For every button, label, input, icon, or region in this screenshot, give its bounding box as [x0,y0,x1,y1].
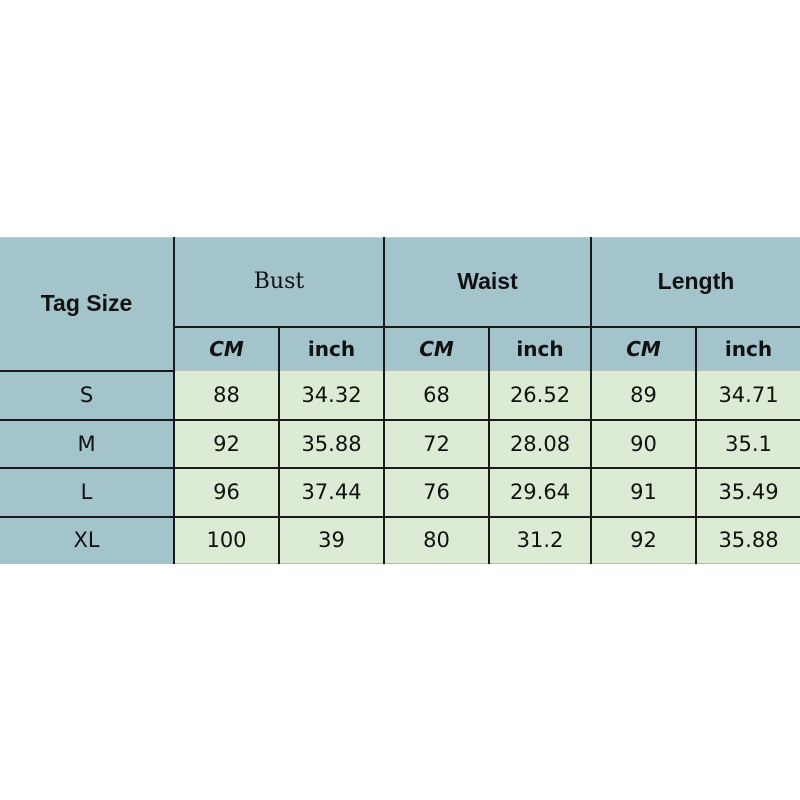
unit-header: inch [278,325,385,371]
unit-header: CM [590,325,697,371]
measurement-cell: 35.88 [278,418,385,469]
waist-header: Waist [383,237,592,328]
measurement-cell: 39 [278,515,385,564]
table-row: M 92 35.88 72 28.08 90 35.1 [0,418,800,469]
measurement-cell: 34.71 [695,370,800,421]
measurement-cell: 92 [590,515,697,564]
measurement-cell: 29.64 [488,466,592,518]
header-row: Tag Size Bust Waist Length [0,237,800,372]
measurement-cell: 35.49 [695,466,800,518]
measurement-cell: 76 [383,466,490,518]
size-chart-table: Tag Size Bust Waist Length CM inch CM in… [0,237,800,564]
measurement-cell: 92 [173,418,280,469]
measurement-cell: 68 [383,370,490,421]
measurement-cell: 72 [383,418,490,469]
measurement-cell: 91 [590,466,697,518]
tag-size-header: Tag Size [0,237,175,372]
size-cell: L [0,466,175,518]
table-row: S 88 34.32 68 26.52 89 34.71 [0,370,800,421]
size-cell: M [0,418,175,469]
measurement-cell: 35.1 [695,418,800,469]
measurement-cell: 80 [383,515,490,564]
measurement-cell: 89 [590,370,697,421]
table-row: L 96 37.44 76 29.64 91 35.49 [0,466,800,518]
size-cell: S [0,370,175,421]
unit-header: inch [488,325,592,371]
measurement-cell: 34.32 [278,370,385,421]
size-cell: XL [0,515,175,564]
measurement-cell: 28.08 [488,418,592,469]
measurement-cell: 100 [173,515,280,564]
unit-header: CM [383,325,490,371]
unit-header: CM [174,325,280,371]
measurement-cell: 37.44 [278,466,385,518]
unit-row: CM inch CM inch CM inch [0,325,800,371]
measurement-cell: 96 [173,466,280,518]
unit-header: inch [695,325,800,371]
table-row: XL 100 39 80 31.2 92 35.88 [0,515,800,564]
measurement-cell: 90 [590,418,697,469]
bust-header: Bust [173,237,385,328]
measurement-cell: 88 [173,370,280,421]
measurement-cell: 26.52 [488,370,592,421]
length-header: Length [590,237,800,328]
measurement-cell: 35.88 [695,515,800,564]
measurement-cell: 31.2 [488,515,592,564]
